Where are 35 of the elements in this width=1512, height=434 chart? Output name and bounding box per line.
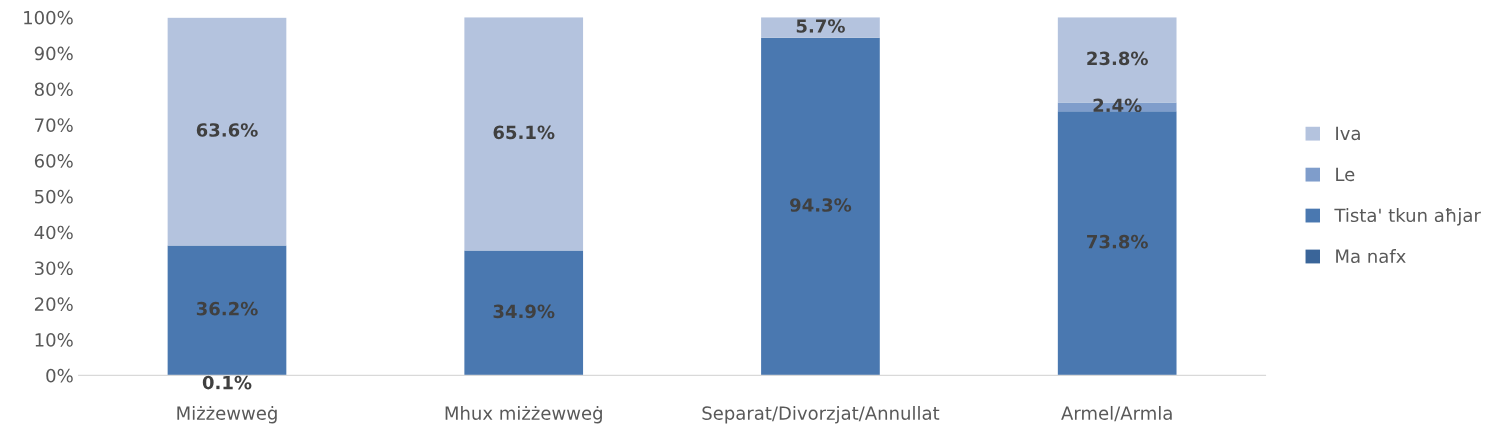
legend-label: Ma nafx bbox=[1336, 249, 1406, 264]
y-tick-label: 80% bbox=[34, 82, 73, 97]
data-label: 2.4% bbox=[1093, 98, 1142, 113]
legend-label: Le bbox=[1336, 167, 1355, 182]
data-label: 0.1% bbox=[202, 375, 252, 390]
bar bbox=[167, 17, 287, 246]
legend-label: Tista' tkun aħjar bbox=[1334, 208, 1481, 226]
data-label: 34.9% bbox=[493, 304, 555, 319]
x-tick-label: Separat/Divorzjat/Annullat bbox=[702, 405, 940, 424]
bar bbox=[464, 250, 584, 376]
y-tick-label: 30% bbox=[35, 261, 73, 276]
data-label: 63.6% bbox=[196, 123, 258, 137]
data-label: 73.8% bbox=[1087, 234, 1148, 249]
legend-label: Iva bbox=[1336, 126, 1360, 141]
y-tick-label: 60% bbox=[34, 154, 73, 168]
y-tick-label: 10% bbox=[35, 333, 73, 347]
y-tick-label: 0% bbox=[46, 368, 73, 383]
bar bbox=[167, 245, 287, 376]
data-label: 5.7% bbox=[796, 19, 845, 33]
data-label: 36.2% bbox=[196, 301, 258, 316]
x-tick-label: Miżżewweġ bbox=[177, 405, 277, 424]
data-label: 65.1% bbox=[493, 125, 555, 140]
y-tick-label: 40% bbox=[34, 225, 73, 240]
y-tick-label: 70% bbox=[35, 118, 73, 132]
data-label: 94.3% bbox=[790, 198, 852, 212]
data-label: 23.8% bbox=[1087, 51, 1148, 66]
y-tick-label: 100% bbox=[24, 10, 73, 25]
bar bbox=[761, 37, 880, 376]
x-tick-label: Armel/Armla bbox=[1061, 405, 1172, 422]
y-tick-label: 50% bbox=[35, 189, 73, 204]
x-tick-label: Mhux miżżewweġ bbox=[445, 405, 602, 424]
y-tick-label: 20% bbox=[34, 297, 73, 311]
y-tick-label: 90% bbox=[34, 46, 73, 61]
bar bbox=[1057, 111, 1177, 376]
bar bbox=[464, 17, 584, 251]
